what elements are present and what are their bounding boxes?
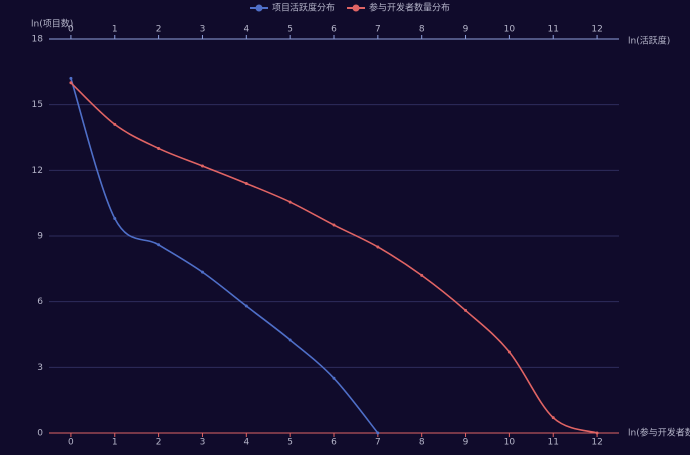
data-point [157,146,161,150]
x2-axis-label: ln(活跃度) [628,35,670,47]
x2-tick-label: 8 [419,25,425,35]
y-tick-label: 18 [32,35,44,45]
data-point [376,245,380,249]
x2-tick-label: 3 [200,25,206,35]
x2-tick-label: 10 [504,25,516,35]
x2-tick-label: 9 [463,25,469,35]
data-point [113,216,117,220]
legend-item: 参与开发者数量分布 [347,2,450,14]
y-tick-label: 3 [37,363,43,373]
data-point [288,200,292,204]
x-tick-label: 10 [504,438,516,448]
x-tick-label: 7 [375,438,381,448]
x-tick-label: 3 [200,438,206,448]
x2-tick-label: 7 [375,25,381,35]
x-tick-label: 4 [243,438,249,448]
series-line [70,78,379,434]
data-point [595,431,599,435]
x-tick-label: 6 [331,438,337,448]
x2-tick-label: 5 [287,25,293,35]
x-tick-label: 0 [68,438,74,448]
legend-marker [352,4,360,12]
x-tick-label: 9 [463,438,469,448]
data-point [288,338,292,342]
data-point [507,350,511,354]
data-point [464,308,468,312]
data-point [332,376,336,380]
x-axis-label: ln(参与开发者数) [628,427,690,439]
legend-label: 参与开发者数量分布 [369,2,450,14]
y-axis-label: ln(项目数) [31,18,73,30]
data-point [244,181,248,185]
data-point [69,76,73,80]
y-tick-label: 15 [32,100,43,110]
x2-tick-label: 12 [591,25,602,35]
data-point [244,304,248,308]
x-tick-label: 12 [591,438,602,448]
x-tick-label: 11 [548,438,559,448]
data-point [551,416,555,420]
data-point [200,270,204,274]
data-point [157,243,161,247]
y-tick-label: 9 [37,232,43,242]
x-tick-label: 2 [156,438,162,448]
data-point [200,164,204,168]
x2-tick-label: 6 [331,25,337,35]
x2-tick-label: 1 [112,25,118,35]
data-point [376,431,380,435]
x2-tick-label: 11 [548,25,559,35]
data-point [332,223,336,227]
data-point [113,122,117,126]
legend-marker [255,4,263,12]
x2-tick-label: 2 [156,25,162,35]
legend-item: 项目活跃度分布 [250,2,335,14]
y-tick-label: 6 [37,297,43,307]
y-tick-label: 0 [37,429,43,439]
data-point [69,81,73,85]
y-tick-label: 12 [32,166,43,176]
x-tick-label: 5 [287,438,293,448]
legend-label: 项目活跃度分布 [272,2,335,14]
x2-tick-label: 4 [243,25,249,35]
x2-tick-label: 0 [68,25,74,35]
data-point [420,273,424,277]
x-tick-label: 8 [419,438,425,448]
x-tick-label: 1 [112,438,118,448]
